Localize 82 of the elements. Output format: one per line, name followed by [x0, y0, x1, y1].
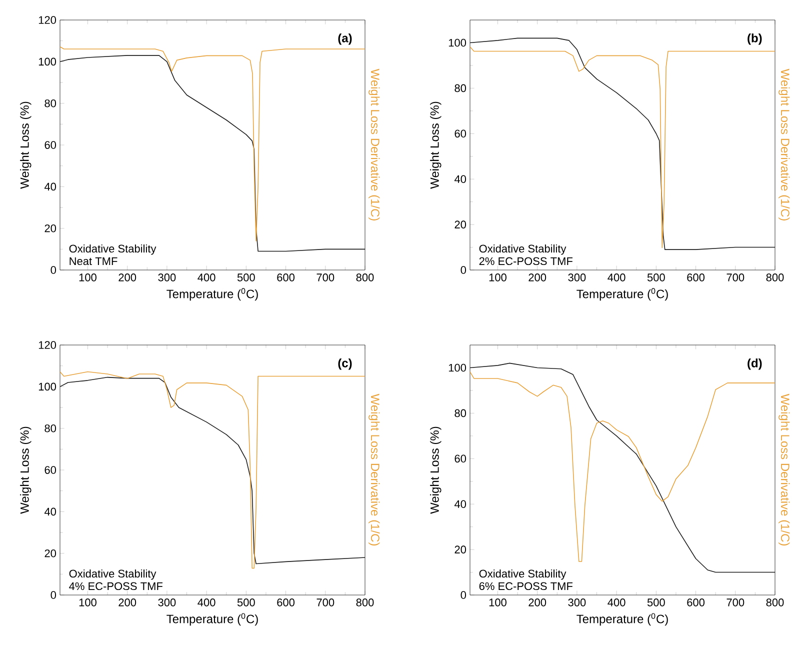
x-tick-label: 100 — [489, 274, 506, 282]
annotation: (a) — [338, 34, 352, 45]
y-tick-label: 20 — [454, 546, 466, 554]
y-tick-label: 20 — [454, 220, 466, 228]
y-tick-label: 120 — [38, 341, 56, 349]
x-tick-label: 700 — [316, 598, 334, 606]
y-axis-title: Weight Loss (%) — [430, 102, 442, 189]
y-tick-label: 100 — [448, 364, 466, 372]
x-tick-label: 100 — [79, 598, 96, 606]
x-tick-label: 200 — [528, 274, 546, 282]
x-tick-label: 600 — [277, 598, 295, 606]
annotation: (b) — [748, 34, 762, 45]
x-tick-label: 700 — [726, 598, 744, 606]
x-tick-label: 800 — [766, 274, 784, 282]
y-axis-title: Weight Loss Derivative (1/C) — [778, 394, 790, 546]
annotation: Oxidative Stability — [479, 244, 566, 255]
x-tick-label: 300 — [568, 598, 586, 606]
annotation: Neat TMF — [70, 257, 118, 266]
x-tick-label: 300 — [158, 598, 176, 606]
y-tick-label: 40 — [44, 508, 56, 516]
x-tick-label: 400 — [198, 598, 216, 606]
x-tick-label: 500 — [237, 274, 255, 282]
x-axis-title: Temperature ($^{0}$C) — [576, 613, 668, 626]
y-axis-title: Weight Loss Derivative (1/C) — [368, 394, 380, 546]
x-tick-label: 100 — [489, 598, 506, 606]
x-tick-label: 600 — [687, 598, 705, 606]
y-tick-label: 20 — [44, 549, 56, 558]
x-tick-label: 300 — [158, 274, 176, 282]
x-tick-label: 200 — [118, 274, 136, 282]
y-tick-label: 40 — [454, 500, 466, 508]
y-tick-label: 0 — [50, 591, 56, 599]
y-tick-label: 0 — [460, 591, 466, 599]
y-tick-label: 120 — [38, 16, 56, 24]
y-tick-label: 80 — [454, 84, 466, 92]
y-axis-title: Weight Loss Derivative (1/C) — [778, 68, 790, 220]
y-tick-label: 100 — [448, 38, 466, 47]
annotation: 6% EC-POSS TMF — [479, 582, 572, 590]
y-axis-title: Weight Loss (%) — [430, 426, 442, 514]
annotation: (d) — [748, 358, 762, 370]
y-tick-label: 100 — [38, 382, 56, 391]
x-axis-title: Temperature ($^{0}$C) — [166, 613, 258, 626]
x-tick-label: 500 — [647, 274, 665, 282]
x-tick-label: 700 — [726, 274, 744, 282]
y-tick-label: 60 — [44, 466, 56, 474]
y-axis-title: Weight Loss (%) — [20, 426, 32, 514]
x-tick-label: 400 — [608, 598, 626, 606]
y-axis-title: Weight Loss Derivative (1/C) — [368, 68, 380, 220]
x-tick-label: 800 — [356, 274, 374, 282]
x-tick-label: 800 — [356, 598, 374, 606]
y-tick-label: 80 — [44, 424, 56, 432]
annotation: 4% EC-POSS TMF — [69, 582, 162, 590]
x-tick-label: 800 — [766, 598, 784, 606]
x-tick-label: 600 — [687, 274, 705, 282]
annotation: Oxidative Stability — [69, 244, 156, 255]
y-axis-title: Weight Loss (%) — [20, 102, 32, 189]
x-tick-label: 200 — [118, 598, 136, 606]
x-tick-label: 400 — [198, 274, 216, 282]
y-tick-label: 60 — [454, 454, 466, 463]
y-tick-label: 80 — [44, 99, 56, 108]
y-tick-label: 20 — [44, 224, 56, 232]
y-tick-label: 40 — [44, 182, 56, 191]
x-tick-label: 300 — [568, 274, 586, 282]
x-tick-label: 100 — [79, 274, 96, 282]
annotation: 2% EC-POSS TMF — [479, 257, 572, 266]
x-axis-title: Temperature ($^{0}$C) — [166, 288, 258, 301]
y-tick-label: 60 — [454, 130, 466, 138]
x-tick-label: 600 — [277, 274, 295, 282]
x-tick-label: 500 — [237, 598, 255, 606]
x-tick-label: 700 — [316, 274, 334, 282]
y-tick-label: 40 — [454, 175, 466, 183]
y-tick-label: 60 — [44, 141, 56, 149]
x-tick-label: 500 — [647, 598, 665, 606]
annotation: Oxidative Stability — [479, 569, 566, 580]
y-tick-label: 0 — [460, 266, 466, 274]
annotation: (c) — [338, 358, 352, 370]
x-tick-label: 200 — [528, 598, 546, 606]
y-tick-label: 80 — [454, 409, 466, 418]
x-tick-label: 400 — [608, 274, 626, 282]
y-tick-label: 100 — [38, 58, 56, 66]
x-axis-title: Temperature ($^{0}$C) — [576, 288, 668, 301]
y-tick-label: 0 — [50, 266, 56, 274]
annotation: Oxidative Stability — [69, 569, 156, 580]
